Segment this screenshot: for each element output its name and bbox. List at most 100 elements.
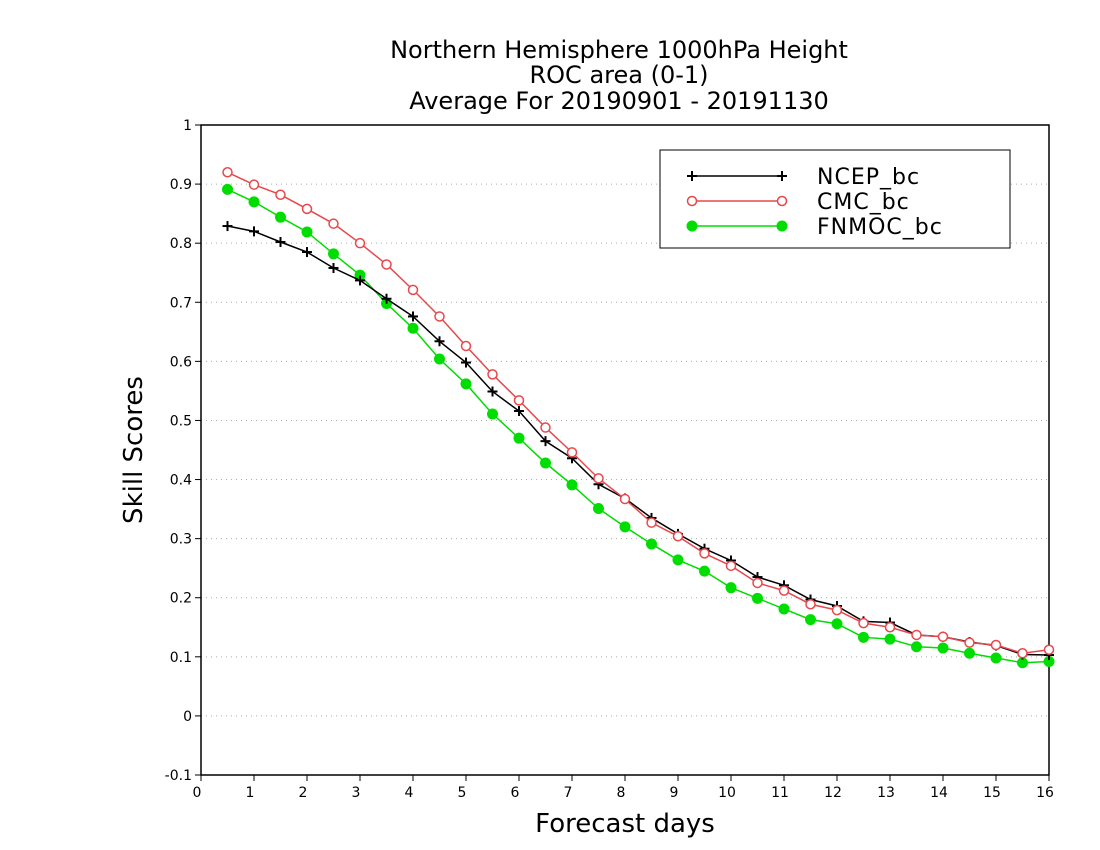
series-FNMOC_bc [222,183,1055,669]
x-tick-label: 2 [299,785,308,801]
data-point [699,548,710,559]
x-tick-label: 3 [352,785,361,801]
data-point [514,406,524,416]
chart-title-line-2: ROC area (0-1) [529,61,708,89]
y-tick-label: 0.4 [170,473,192,489]
legend-entry: CMC_bc [686,190,909,215]
legend-marker-start [687,171,697,181]
data-point [540,436,551,447]
x-tick-label: 16 [1036,785,1054,801]
data-point [381,293,392,304]
data-point [222,183,233,195]
data-point [831,618,843,630]
data-point [699,565,710,577]
y-tick-label: 0.9 [170,177,192,193]
data-point [619,521,631,533]
data-point [725,560,737,572]
data-point [354,237,366,249]
series-CMC_bc [222,167,1055,659]
data-point [487,386,498,397]
data-point [964,637,975,648]
x-tick-label: 12 [824,785,842,801]
legend-marker-start [686,220,698,232]
data-point [672,531,684,542]
series-layer [222,167,1055,669]
y-tick-label: 0.5 [170,413,192,429]
y-tick-label: 1 [183,118,192,134]
data-point [408,311,418,322]
y-tick-label: -0.1 [165,768,192,784]
data-point [407,322,419,334]
data-point [275,211,286,223]
data-point [831,604,843,616]
data-point [460,340,472,352]
data-point [460,378,472,390]
data-point [805,614,816,626]
x-tick-label: 7 [564,785,573,801]
chart-title-line-3: Average For 20190901 - 20191130 [409,87,829,115]
chart-title-line-1: Northern Hemisphere 1000hPa Height [390,36,848,64]
data-point [884,622,896,633]
data-point [355,275,365,286]
y-tick-label: 0.7 [170,295,192,311]
legend-marker-end [777,171,787,181]
data-point [487,408,498,420]
data-point [725,582,737,594]
data-point [540,422,551,433]
axis-ticks: 10.90.80.70.60.50.40.30.20.10-0.10 1 2 3 4 5 6… [165,118,1054,801]
x-tick-label: 4 [405,785,414,801]
data-point [672,554,684,566]
legend-marker-start [686,195,698,207]
data-point [487,369,498,380]
y-tick-label: 0.2 [170,591,192,607]
data-point [990,639,1002,651]
data-point [434,311,445,322]
data-point [248,179,260,190]
data-point [858,631,869,643]
data-point [964,647,975,659]
data-point [407,284,419,296]
data-point [381,259,392,270]
data-point [328,218,339,229]
data-point [222,167,233,178]
data-point [752,577,763,589]
data-point [249,226,259,237]
legend-entry: NCEP_bc [687,165,919,190]
data-point [619,493,631,505]
data-point [778,603,790,615]
data-point [434,336,445,347]
y-tick-label: 0.1 [170,650,192,666]
legend-entry: FNMOC_bc [686,215,943,240]
data-point [566,447,578,458]
x-tick-label: 15 [983,785,1001,801]
series-line [227,225,1050,656]
data-point [1017,648,1028,659]
data-point [328,263,339,273]
legend-label: FNMOC_bc [817,215,943,240]
x-tick-label: 8 [617,785,626,801]
data-point [805,598,816,610]
chart-title: Northern Hemisphere 1000hPa Height ROC a… [390,36,848,115]
legend-marker-end [776,220,788,232]
data-point [593,503,604,514]
y-axis-title: Skill Scores [119,376,149,524]
x-axis-title: Forecast days [535,809,715,839]
x-tick-label: 9 [670,785,679,801]
legend-box [659,149,1011,249]
data-point [646,538,657,550]
data-point [434,353,445,365]
data-point [593,473,604,484]
data-point [911,641,922,653]
x-tick-label: 1 [246,785,255,801]
data-point [513,432,525,444]
x-tick-label: 13 [877,785,895,801]
data-point [858,617,869,629]
data-point [778,585,790,596]
data-point [937,642,949,654]
series-line [227,188,1050,664]
x-tick-label: 11 [771,785,789,801]
data-point [937,631,949,642]
